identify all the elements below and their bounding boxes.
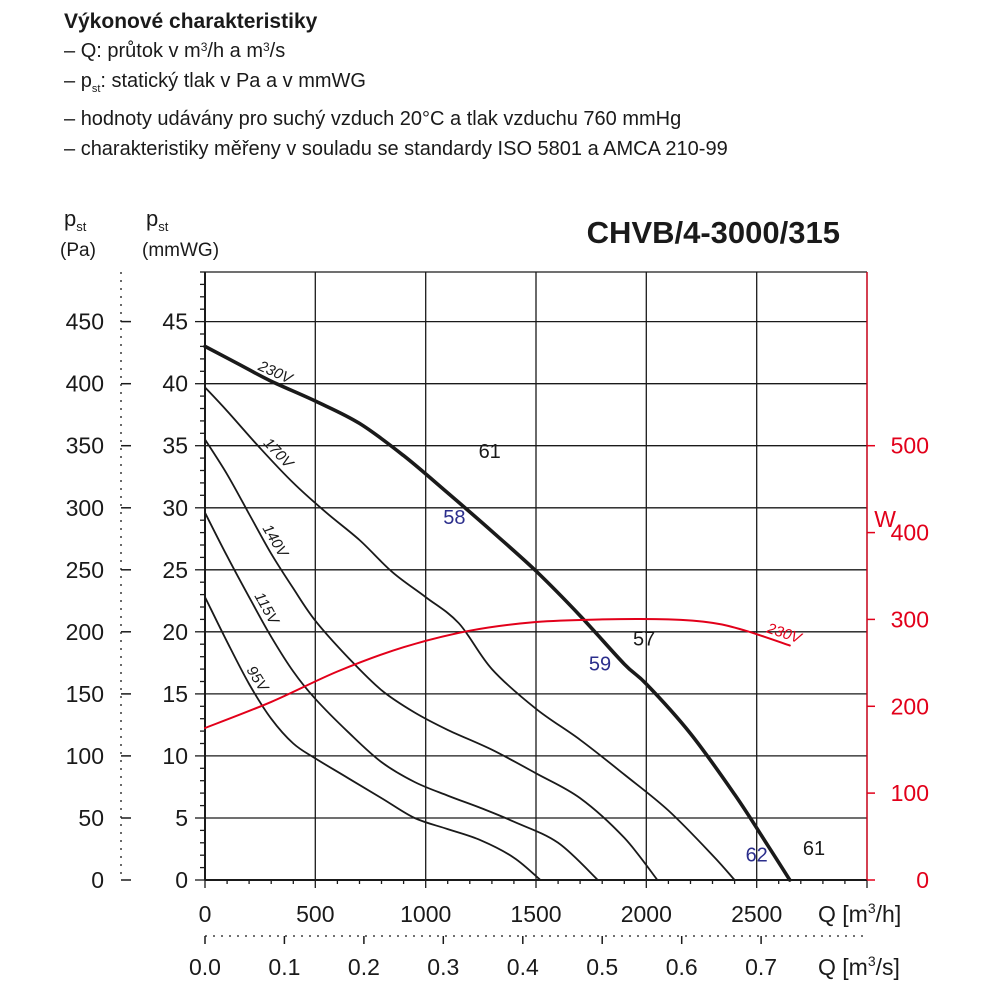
pa-tick-label: 150 xyxy=(66,681,104,707)
sub: st xyxy=(91,83,101,95)
mmwg-tick-label: 10 xyxy=(162,743,188,769)
y-mmwg-label: pst xyxy=(146,206,169,234)
x-m3h-axis-label: Q [m3/h] xyxy=(818,900,901,927)
chart-title: CHVB/4-3000/315 xyxy=(587,215,840,250)
mmwg-tick-label: 5 xyxy=(175,805,188,831)
description-heading: Výkonové charakteristiky xyxy=(64,10,318,33)
mmwg-tick-label: 15 xyxy=(162,681,188,707)
efficiency-annotation: 58 xyxy=(443,507,465,529)
w-tick-label: 100 xyxy=(891,780,929,806)
dash: – xyxy=(64,40,76,62)
x-m3s-tick-label: 0.0 xyxy=(189,954,221,980)
pa-tick-label: 50 xyxy=(78,805,104,831)
mmwg-tick-label: 20 xyxy=(162,619,188,645)
x-m3h-tick-label: 1500 xyxy=(510,901,561,927)
dash: – xyxy=(64,70,76,92)
sup: 3 xyxy=(262,40,270,54)
w-tick-label: 0 xyxy=(916,867,929,893)
efficiency-annotation: 61 xyxy=(479,441,501,463)
sup: 3 xyxy=(200,40,208,54)
curve-230v-power xyxy=(204,618,791,729)
x-m3h-tick-label: 1000 xyxy=(400,901,451,927)
x-m3h-tick-label: 2000 xyxy=(621,901,672,927)
curve-140v-pressure xyxy=(204,438,659,881)
pa-tick-label: 350 xyxy=(66,433,104,459)
description-line-standards: – charakteristiky měřeny v souladu se st… xyxy=(64,134,728,164)
mmwg-tick-label: 35 xyxy=(162,433,188,459)
pa-tick-label: 300 xyxy=(66,495,104,521)
curve-170v-pressure xyxy=(204,386,736,881)
y-pa-unit: (Pa) xyxy=(60,240,96,261)
flow-text-1: Q: průtok v m xyxy=(80,40,201,62)
pressure-text: : statický tlak v Pa a v mmWG xyxy=(100,70,366,92)
efficiency-annotation: 61 xyxy=(803,838,825,860)
pa-tick-label: 450 xyxy=(66,309,104,335)
description-line-pressure: – pst: statický tlak v Pa a v mmWG xyxy=(64,66,728,104)
mmwg-tick-label: 40 xyxy=(162,371,188,397)
curve-230v-pressure xyxy=(203,344,792,882)
w-tick-label: 200 xyxy=(891,693,929,719)
dash: – xyxy=(64,108,76,130)
mmwg-tick-label: 30 xyxy=(162,495,188,521)
description: Výkonové charakteristiky – Q: průtok v m… xyxy=(64,8,728,164)
x-m3s-tick-label: 0.3 xyxy=(427,954,459,980)
x-m3h-tick-label: 2500 xyxy=(731,901,782,927)
efficiency-annotation: 62 xyxy=(746,844,768,866)
y-w-axis-label: W xyxy=(874,506,896,532)
x-m3s-tick-label: 0.7 xyxy=(745,954,777,980)
x-m3s-axis-label: Q [m3/s] xyxy=(818,953,900,980)
flow-text-3: /s xyxy=(269,40,286,62)
mmwg-tick-label: 25 xyxy=(162,557,188,583)
x-m3s-tick-label: 0.2 xyxy=(348,954,380,980)
chart-axes xyxy=(120,271,875,944)
x-m3h-tick-label: 500 xyxy=(296,901,334,927)
pressure-symbol: p xyxy=(80,70,92,92)
pa-tick-label: 400 xyxy=(66,371,104,397)
w-tick-label: 400 xyxy=(891,520,929,546)
dash: – xyxy=(64,138,76,160)
w-tick-label: 500 xyxy=(891,433,929,459)
tick-labels: 0501001502002503003504004500510152025303… xyxy=(66,309,929,980)
efficiency-annotation: 57 xyxy=(633,629,655,651)
description-line-conditions: – hodnoty udávány pro suchý vzduch 20°C … xyxy=(64,104,728,134)
y-mmwg-unit: (mmWG) xyxy=(142,240,219,261)
flow-text-2: /h a m xyxy=(207,40,263,62)
w-tick-label: 300 xyxy=(891,606,929,632)
efficiency-annotation: 59 xyxy=(589,653,611,675)
chart-grid xyxy=(205,271,868,880)
description-line-flow: – Q: průtok v m3/h a m3/s xyxy=(64,36,728,66)
x-m3s-tick-label: 0.5 xyxy=(586,954,618,980)
y-pa-label: pst xyxy=(64,206,87,234)
conditions-text: hodnoty udávány pro suchý vzduch 20°C a … xyxy=(80,108,682,130)
standards-text: charakteristiky měřeny v souladu se stan… xyxy=(80,138,728,160)
curve-115v-pressure xyxy=(204,511,599,881)
x-m3s-tick-label: 0.6 xyxy=(666,954,698,980)
curve-95v-pressure xyxy=(204,596,542,881)
mmwg-tick-label: 0 xyxy=(175,867,188,893)
pa-tick-label: 0 xyxy=(91,867,104,893)
x-m3s-tick-label: 0.4 xyxy=(507,954,539,980)
pa-tick-label: 100 xyxy=(66,743,104,769)
mmwg-tick-label: 45 xyxy=(162,309,188,335)
x-m3s-tick-label: 0.1 xyxy=(268,954,300,980)
curves xyxy=(203,344,792,882)
pa-tick-label: 250 xyxy=(66,557,104,583)
pa-tick-label: 200 xyxy=(66,619,104,645)
x-m3h-tick-label: 0 xyxy=(199,901,212,927)
